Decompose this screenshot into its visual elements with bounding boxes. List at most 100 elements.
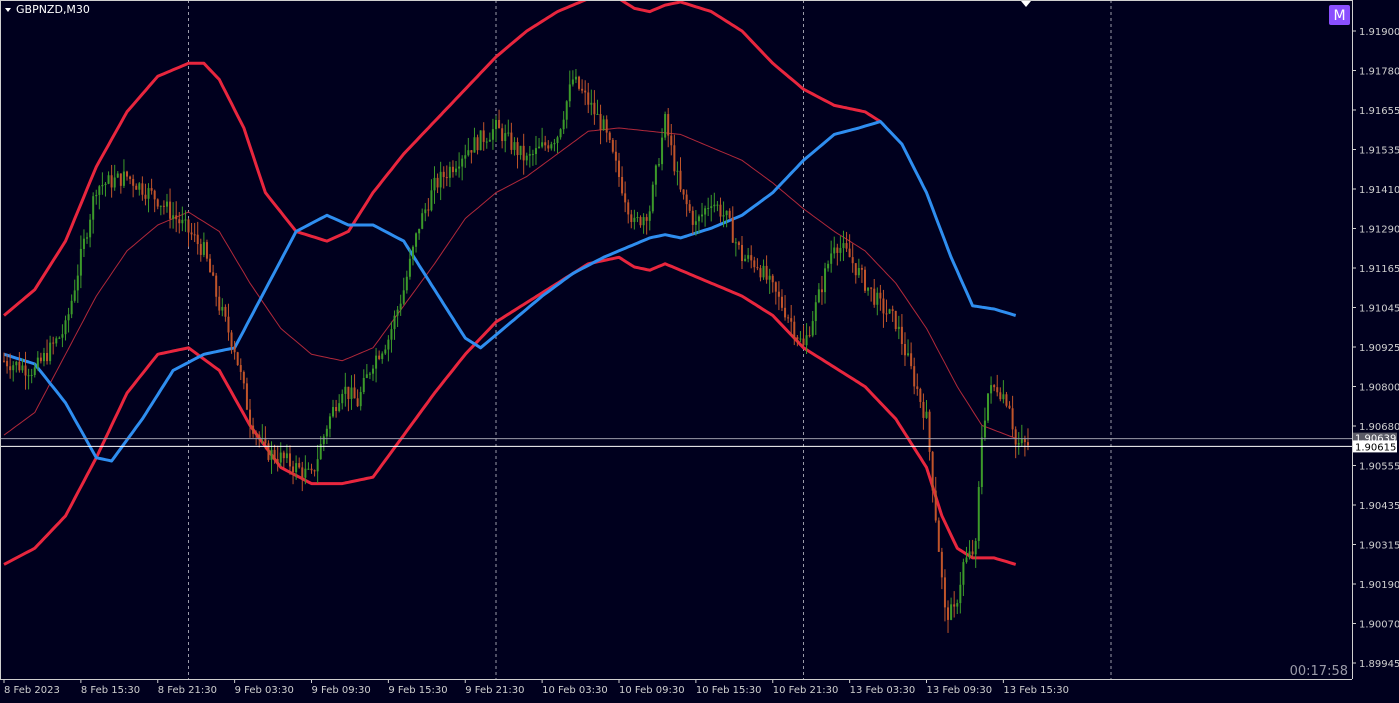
candle-body <box>242 371 245 384</box>
candle-body <box>759 268 762 278</box>
candle <box>648 205 651 231</box>
candle <box>341 389 344 410</box>
candle-body <box>445 177 448 179</box>
candle-body <box>814 302 817 322</box>
candle-body <box>178 219 181 224</box>
candle-body <box>651 184 654 212</box>
candle-body <box>55 338 58 344</box>
candle <box>897 315 900 340</box>
candle-body <box>900 326 903 345</box>
candle <box>464 144 467 168</box>
time-tick-label: 10 Feb 03:30 <box>542 685 608 696</box>
symbol-label: GBPNZD,M30 <box>16 3 90 16</box>
candle <box>61 324 64 348</box>
candle <box>165 193 168 213</box>
candle <box>919 387 922 409</box>
candle <box>694 210 697 236</box>
candle <box>1008 401 1011 410</box>
candle-body <box>824 268 827 293</box>
candle <box>375 347 378 383</box>
candle-body <box>544 142 547 146</box>
candle <box>181 206 184 232</box>
candle <box>722 201 725 228</box>
shift-marker-icon[interactable] <box>1021 1 1031 7</box>
candle <box>30 368 33 384</box>
candle-body <box>774 282 777 292</box>
candle-body <box>528 154 531 156</box>
candle-body <box>396 309 399 316</box>
price-tick-label: 1.90800 <box>1359 383 1399 394</box>
candle <box>830 240 833 273</box>
candle-body <box>882 298 885 314</box>
candle <box>528 145 531 168</box>
candle <box>784 295 787 321</box>
candle-body <box>608 132 611 140</box>
candle <box>495 115 497 142</box>
candle <box>716 200 719 212</box>
candle-body <box>891 309 894 311</box>
candle-body <box>547 145 550 149</box>
candle <box>691 206 694 235</box>
candle-body <box>350 387 353 399</box>
candle <box>365 364 368 379</box>
candle <box>891 305 894 322</box>
candle-body <box>574 76 577 80</box>
candle-body <box>273 449 276 460</box>
candle <box>501 123 504 149</box>
candle <box>147 183 150 213</box>
candle <box>633 209 636 230</box>
candle-body <box>433 177 436 191</box>
candle-body <box>922 401 925 418</box>
candle <box>178 211 181 234</box>
candle-body <box>857 268 860 276</box>
candle <box>442 166 445 189</box>
candle <box>344 372 347 407</box>
triangle-down-icon[interactable] <box>5 8 11 12</box>
candle <box>122 159 125 188</box>
candle-body <box>421 213 424 229</box>
candle-body <box>76 275 79 291</box>
candle <box>771 274 774 293</box>
candle-body <box>756 267 759 269</box>
candle-body <box>980 437 983 487</box>
time-tick-label: 8 Feb 2023 <box>4 685 60 696</box>
candle-body <box>332 407 335 417</box>
mql-badge[interactable] <box>1329 5 1350 25</box>
candle <box>402 277 405 306</box>
candle-body <box>187 219 190 233</box>
candle <box>144 183 147 206</box>
candle-body <box>562 119 565 130</box>
candle <box>987 393 989 424</box>
candle-body <box>21 365 24 371</box>
candle <box>654 164 657 197</box>
candle <box>212 264 215 277</box>
candle <box>473 127 476 153</box>
candle <box>642 213 645 234</box>
candle <box>827 260 830 272</box>
candle <box>381 351 384 364</box>
candle-body <box>193 234 196 236</box>
candle <box>790 304 793 336</box>
candle-body <box>67 314 70 321</box>
candle-body <box>928 411 931 452</box>
price-tick-label: 1.90070 <box>1359 620 1399 631</box>
candle <box>79 235 82 289</box>
candle-body <box>1011 408 1014 430</box>
candle <box>759 264 762 282</box>
candle-body <box>691 210 694 225</box>
candle-body <box>405 276 408 291</box>
candle-body <box>565 101 568 120</box>
candle-body <box>119 173 122 186</box>
candle <box>854 263 857 284</box>
candle <box>288 445 291 475</box>
candle <box>67 307 70 333</box>
candle <box>98 184 101 210</box>
candle-body <box>319 444 322 460</box>
candle <box>353 374 356 399</box>
candle-body <box>805 335 808 346</box>
candle-body <box>381 353 384 359</box>
candle <box>433 166 436 204</box>
candle <box>196 221 199 255</box>
